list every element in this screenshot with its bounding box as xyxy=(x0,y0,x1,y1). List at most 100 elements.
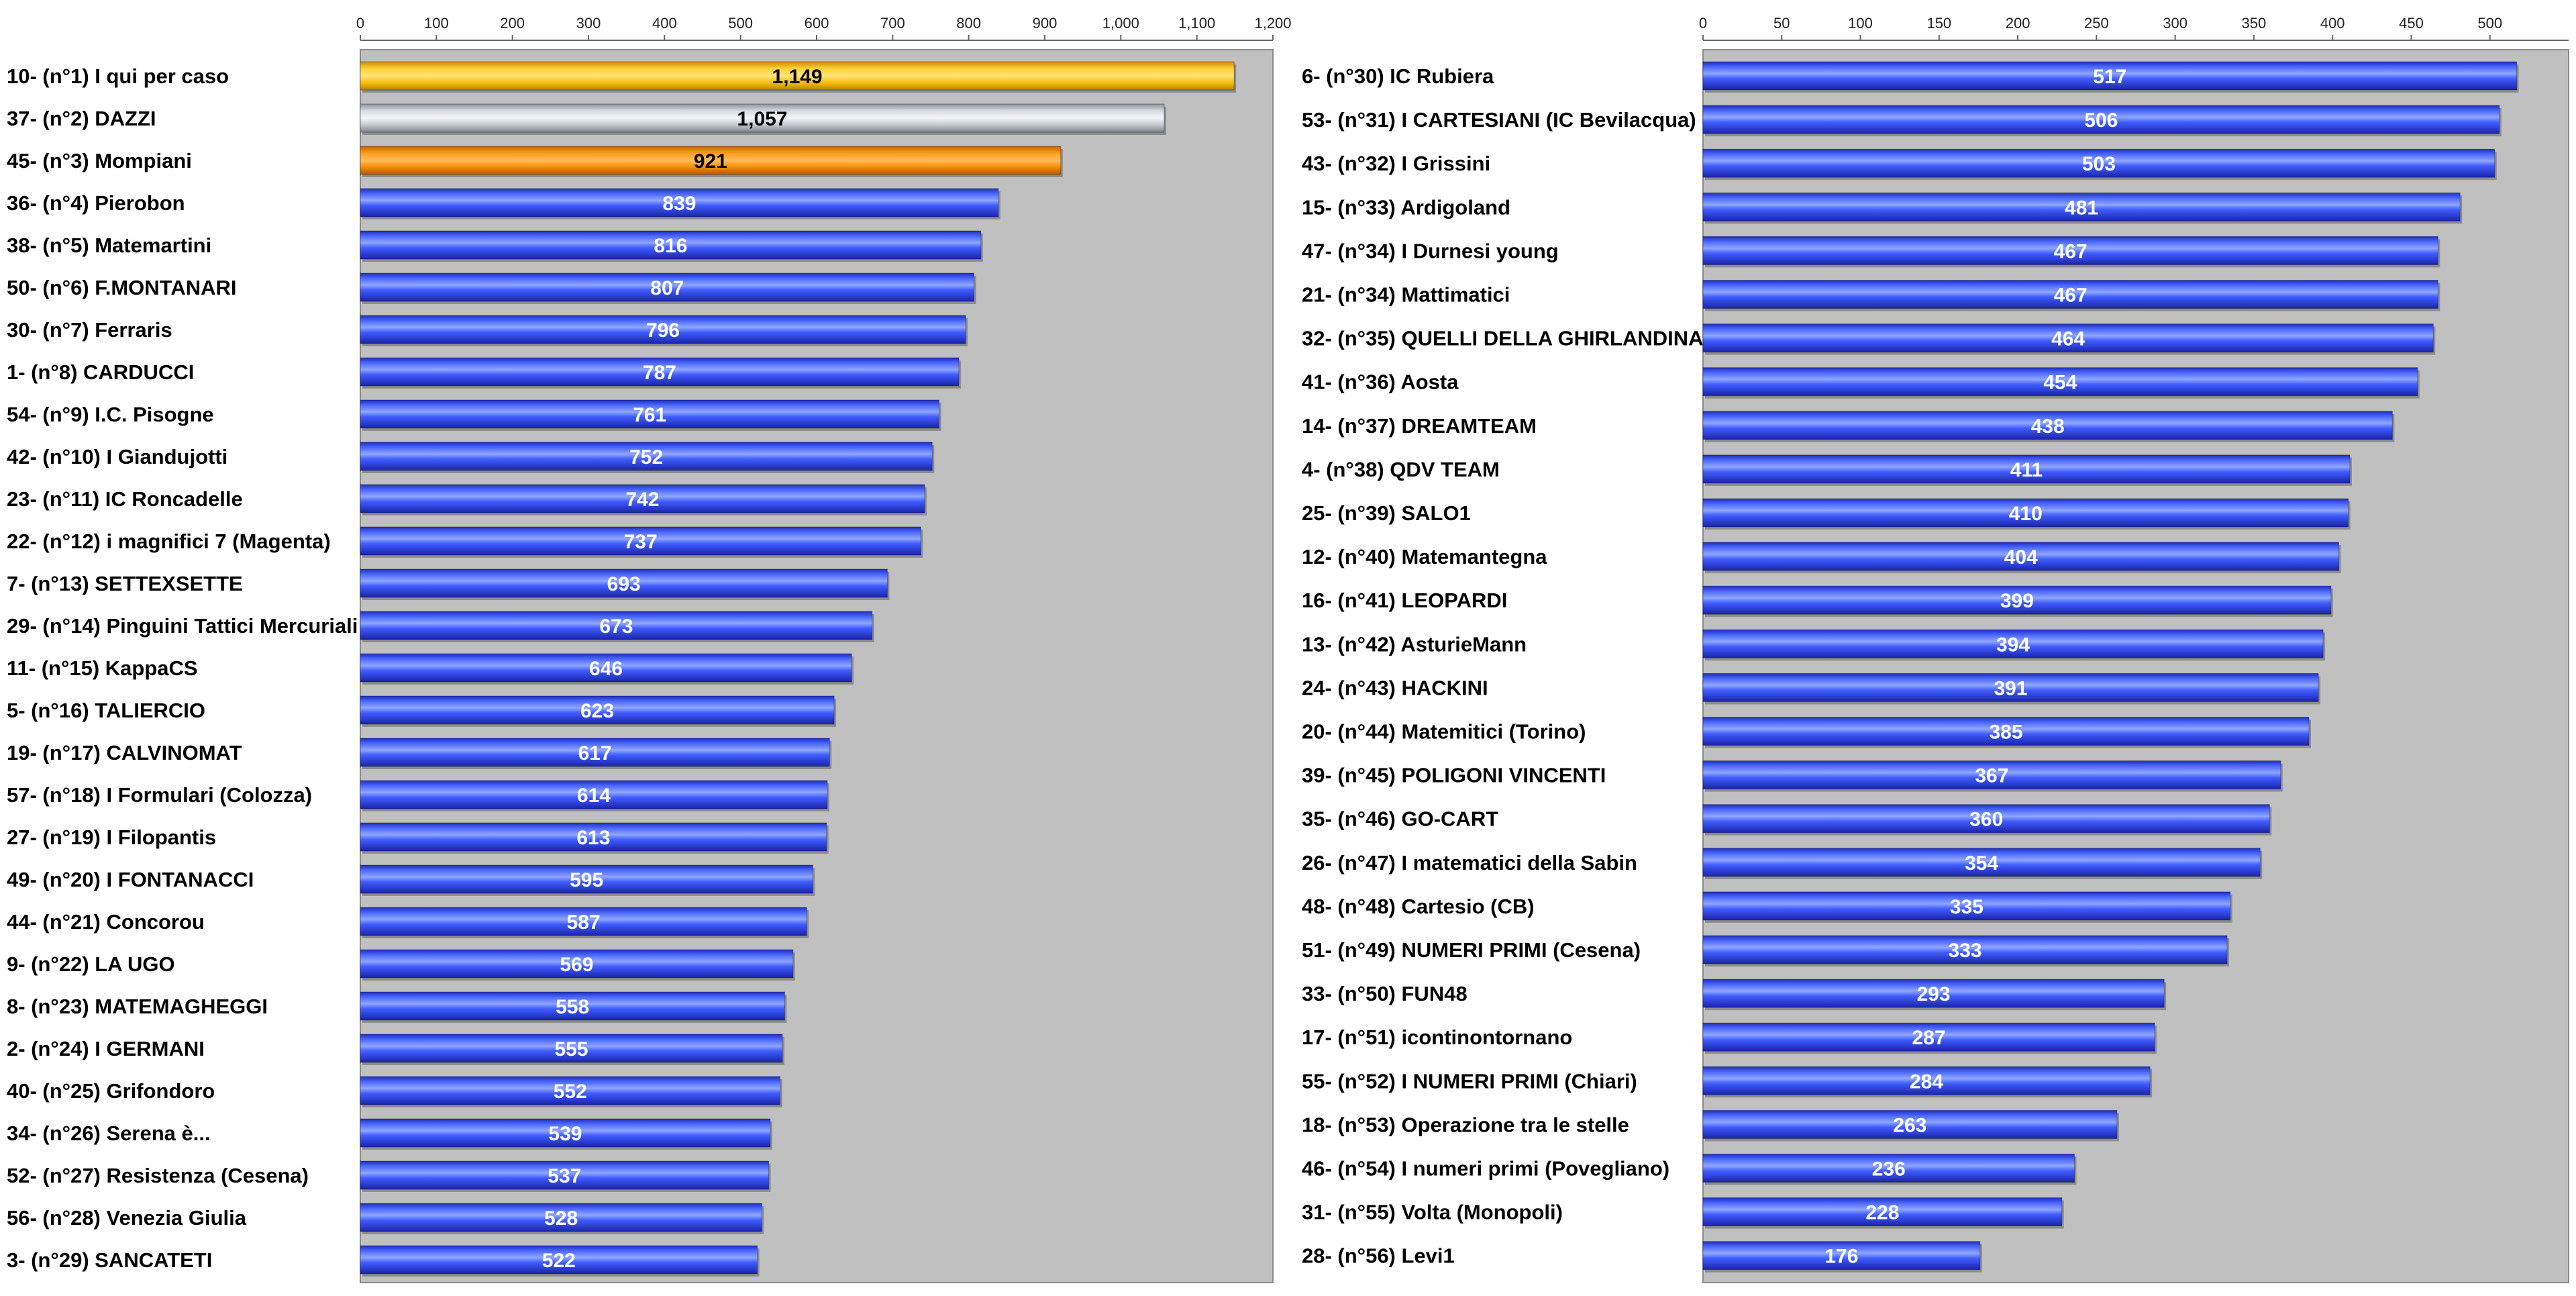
bar xyxy=(1702,848,2261,877)
bar xyxy=(360,103,1165,133)
category-label: 45- (n°3) Mompiani xyxy=(7,149,192,172)
category-label: 3- (n°29) SANCATETI xyxy=(7,1248,212,1272)
category-label: 17- (n°51) icontinontornano xyxy=(1302,1026,1572,1049)
bar-value-label: 613 xyxy=(576,827,610,849)
bar xyxy=(360,949,794,979)
bar-value-label: 623 xyxy=(580,700,614,722)
category-label: 41- (n°36) Aosta xyxy=(1302,370,1459,394)
category-label: 36- (n°4) Pierobon xyxy=(7,191,185,215)
bar-value-label: 1,057 xyxy=(737,108,787,130)
bar-value-label: 595 xyxy=(570,869,603,891)
category-label: 56- (n°28) Venezia Giulia xyxy=(7,1206,247,1230)
bar-value-label: 839 xyxy=(662,193,696,215)
bar xyxy=(360,822,827,852)
bar xyxy=(360,399,939,429)
category-label: 25- (n°39) SALO1 xyxy=(1302,501,1471,525)
bar xyxy=(1702,236,2438,265)
x-tick-label: 900 xyxy=(1033,15,1058,32)
bar xyxy=(1702,498,2349,528)
category-label: 22- (n°12) i magnifici 7 (Magenta) xyxy=(7,530,331,553)
category-label: 24- (n°43) HACKINI xyxy=(1302,676,1488,699)
bar xyxy=(1702,1197,2063,1227)
category-label: 5- (n°16) TALIERCIO xyxy=(7,699,205,722)
bar-value-label: 228 xyxy=(1865,1202,1899,1224)
category-label: 34- (n°26) Serena è... xyxy=(7,1121,211,1145)
category-label: 16- (n°41) LEOPARDI xyxy=(1302,589,1507,612)
bar-value-label: 467 xyxy=(2054,240,2088,262)
bar-value-label: 335 xyxy=(1950,896,1983,918)
category-label: 57- (n°18) I Formulari (Colozza) xyxy=(7,783,312,807)
category-label: 14- (n°37) DREAMTEAM xyxy=(1302,414,1537,438)
category-label: 30- (n°7) Ferraris xyxy=(7,318,172,342)
bar xyxy=(360,1245,758,1275)
bar-value-label: 236 xyxy=(1872,1158,1906,1181)
category-label: 35- (n°46) GO-CART xyxy=(1302,807,1498,831)
category-label: 49- (n°20) I FONTANACCI xyxy=(7,868,254,891)
category-label: 40- (n°25) Grifondoro xyxy=(7,1079,215,1103)
x-tick-label: 100 xyxy=(424,15,449,32)
category-label: 7- (n°13) SETTEXSETTE xyxy=(7,572,243,595)
bar-value-label: 569 xyxy=(560,954,593,976)
bar xyxy=(360,695,835,725)
bar xyxy=(360,653,852,683)
bar-value-label: 752 xyxy=(629,446,663,468)
category-label: 9- (n°22) LA UGO xyxy=(7,952,175,976)
bar-value-label: 816 xyxy=(654,235,687,257)
category-label: 52- (n°27) Resistenza (Cesena) xyxy=(7,1164,309,1187)
category-label: 21- (n°34) Mattimatici xyxy=(1302,283,1510,307)
bar xyxy=(360,230,982,260)
bar-value-label: 263 xyxy=(1893,1114,1926,1136)
x-tick-label: 200 xyxy=(500,15,525,32)
bar-value-label: 399 xyxy=(2000,590,2034,612)
bar xyxy=(1702,717,2310,746)
x-tick-label: 300 xyxy=(576,15,601,32)
category-label: 1- (n°8) CARDUCCI xyxy=(7,360,194,384)
bar-value-label: 467 xyxy=(2054,285,2088,307)
category-label: 33- (n°50) FUN48 xyxy=(1302,982,1467,1005)
bar-value-label: 921 xyxy=(694,150,727,172)
x-tick-label: 50 xyxy=(1773,15,1790,32)
bar xyxy=(1702,148,2495,178)
bar xyxy=(360,1118,771,1148)
category-label: 37- (n°2) DAZZI xyxy=(7,107,156,130)
bar xyxy=(1702,323,2434,353)
category-label: 4- (n°38) QDV TEAM xyxy=(1302,458,1500,481)
bar xyxy=(360,1034,783,1063)
category-label: 32- (n°35) QUELLI DELLA GHIRLANDINA xyxy=(1302,327,1704,350)
bar xyxy=(1702,1154,2075,1183)
bar-value-label: 528 xyxy=(544,1207,578,1230)
bar-value-label: 673 xyxy=(599,615,633,638)
bar-value-label: 404 xyxy=(2004,546,2038,568)
bar xyxy=(1702,891,2231,921)
category-label: 11- (n°15) KappaCS xyxy=(7,656,198,680)
category-label: 28- (n°56) Levi1 xyxy=(1302,1244,1455,1268)
bar xyxy=(360,272,975,302)
category-label: 2- (n°24) I GERMANI xyxy=(7,1037,205,1060)
bar xyxy=(1702,585,2332,615)
bar xyxy=(1702,1241,1981,1270)
bar-value-label: 354 xyxy=(1965,852,1998,875)
category-label: 23- (n°11) IC Roncadelle xyxy=(7,487,243,511)
bar xyxy=(1702,454,2351,484)
bar xyxy=(360,738,830,767)
bar xyxy=(1702,1109,2118,1139)
chart-panel-right: 0 50 100 150 200 250 300 350 400 450 500 6- (n°30) … xyxy=(1302,15,2569,1283)
bar-value-label: 1,149 xyxy=(772,66,823,88)
category-label: 51- (n°49) NUMERI PRIMI (Cesena) xyxy=(1302,938,1641,962)
bar xyxy=(1702,61,2518,91)
category-label: 44- (n°21) Concorou xyxy=(7,910,205,934)
category-label: 19- (n°17) CALVINOMAT xyxy=(7,741,242,764)
category-label: 38- (n°5) Matemartini xyxy=(7,234,211,257)
category-label: 42- (n°10) I Giandujotti xyxy=(7,445,227,468)
bar-value-label: 807 xyxy=(650,277,684,299)
bar xyxy=(360,991,785,1021)
x-tick-label: 150 xyxy=(1926,15,1951,32)
bar-value-label: 481 xyxy=(2065,197,2098,219)
bar xyxy=(360,188,999,217)
bar xyxy=(1702,105,2500,134)
bar-value-label: 539 xyxy=(548,1123,582,1145)
bar-value-label: 693 xyxy=(607,573,641,595)
bar-value-label: 646 xyxy=(589,658,623,680)
x-tick-label: 250 xyxy=(2084,15,2109,32)
category-label: 55- (n°52) I NUMERI PRIMI (Chiari) xyxy=(1302,1069,1637,1093)
